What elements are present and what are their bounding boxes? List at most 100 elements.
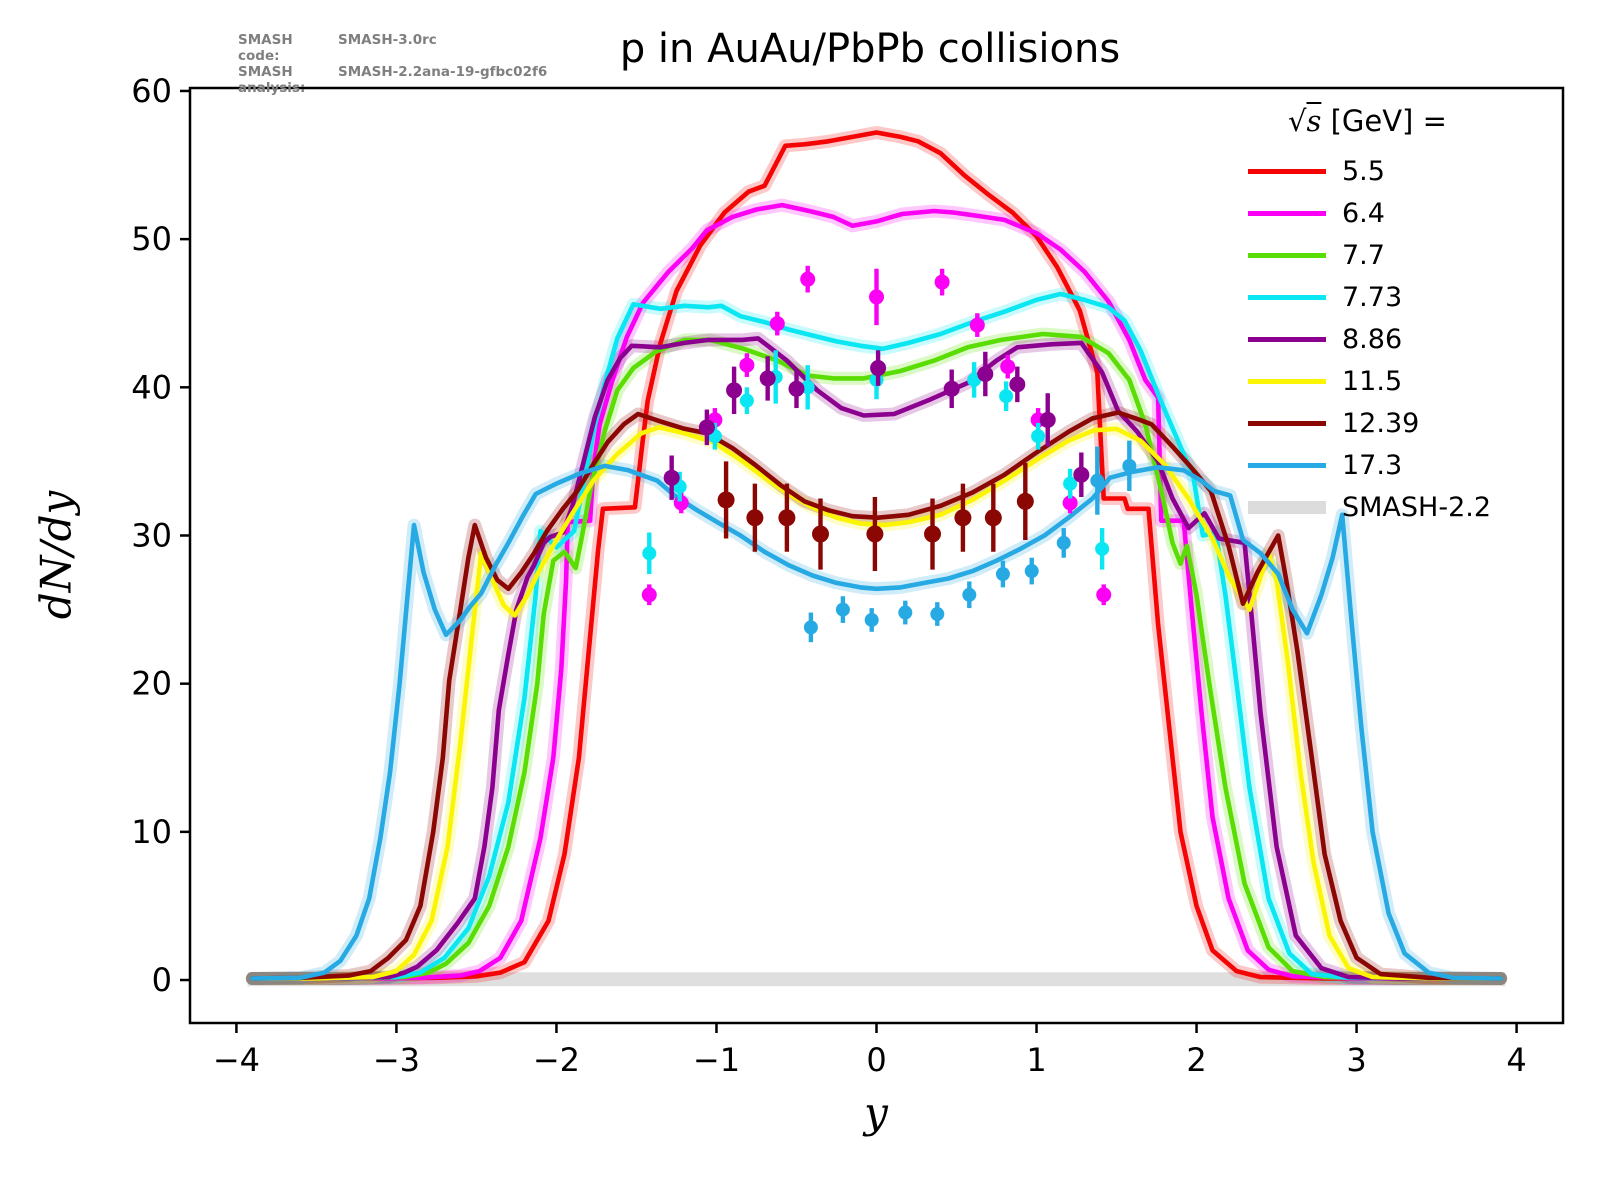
legend-swatch bbox=[1248, 210, 1326, 216]
legend-item: 8.86 bbox=[1248, 318, 1548, 360]
line-12.39 bbox=[250, 410, 1503, 981]
y-tick-label: 10 bbox=[131, 813, 172, 851]
data-point bbox=[803, 620, 818, 635]
legend: √s [GeV] = 5.5 6.4 7.7 7.73 8.86 11.5 12.39 17.… bbox=[1248, 104, 1548, 528]
legend-item-label: 6.4 bbox=[1342, 197, 1385, 229]
x-axis-ticks: −4 −3 −2 −1 0 1 2 3 4 bbox=[213, 1023, 1527, 1079]
scatter-12.39 data bbox=[717, 461, 1034, 572]
x-tick-label: 2 bbox=[1186, 1041, 1206, 1079]
data-point bbox=[759, 370, 776, 387]
legend-swatch bbox=[1248, 462, 1326, 468]
y-tick-label: 30 bbox=[131, 516, 172, 554]
sqrt-icon: √ bbox=[1288, 104, 1307, 138]
legend-item: 5.5 bbox=[1248, 150, 1548, 192]
x-tick-label: −4 bbox=[213, 1041, 260, 1079]
legend-swatch bbox=[1248, 294, 1326, 300]
y-tick-label: 50 bbox=[131, 220, 172, 258]
legend-item: 6.4 bbox=[1248, 192, 1548, 234]
legend-swatch bbox=[1248, 168, 1326, 174]
data-point bbox=[642, 546, 657, 561]
sqrt-s-symbol: s bbox=[1306, 104, 1322, 138]
data-point bbox=[641, 587, 657, 603]
x-tick-label: 1 bbox=[1026, 1041, 1046, 1079]
data-point bbox=[746, 509, 764, 527]
legend-entries: 5.5 6.4 7.7 7.73 8.86 11.5 12.39 17.3 SMASH-2.2 bbox=[1248, 150, 1548, 528]
x-tick-label: −3 bbox=[373, 1041, 420, 1079]
x-tick-label: 3 bbox=[1346, 1041, 1366, 1079]
data-point bbox=[1009, 376, 1026, 393]
data-point bbox=[954, 509, 972, 527]
data-point bbox=[1090, 473, 1105, 488]
data-point bbox=[898, 605, 913, 620]
scatter-points bbox=[641, 265, 1137, 643]
data-point bbox=[663, 469, 680, 486]
line-11.5 bbox=[250, 424, 1503, 981]
line-6.4 bbox=[250, 202, 1503, 981]
data-point bbox=[1063, 476, 1078, 491]
data-point bbox=[835, 602, 850, 617]
line-17.3 bbox=[250, 463, 1503, 981]
data-point bbox=[811, 525, 829, 543]
legend-item-label: 7.7 bbox=[1342, 239, 1385, 271]
legend-title: √s [GeV] = bbox=[1248, 104, 1548, 138]
x-tick-label: −2 bbox=[533, 1041, 580, 1079]
legend-item-label: 8.86 bbox=[1342, 323, 1403, 355]
legend-item: 12.39 bbox=[1248, 402, 1548, 444]
legend-title-rest: [GeV] = bbox=[1321, 104, 1447, 138]
y-tick-label: 20 bbox=[131, 665, 172, 703]
data-point bbox=[969, 317, 985, 333]
data-point bbox=[1039, 411, 1056, 428]
series-lines bbox=[250, 130, 1503, 981]
data-point bbox=[1024, 564, 1039, 579]
data-point bbox=[698, 419, 715, 436]
y-tick-label: 40 bbox=[131, 368, 172, 406]
data-point bbox=[1056, 535, 1071, 550]
data-point bbox=[1016, 492, 1034, 510]
legend-item-label: 12.39 bbox=[1342, 407, 1420, 439]
smash-code-value: SMASH-3.0rc bbox=[338, 32, 437, 48]
data-point bbox=[788, 380, 805, 397]
legend-item-label: 7.73 bbox=[1342, 281, 1403, 313]
data-point bbox=[739, 357, 755, 373]
data-point bbox=[995, 567, 1010, 582]
data-point bbox=[864, 612, 879, 627]
data-point bbox=[778, 509, 796, 527]
data-point bbox=[977, 365, 994, 382]
x-tick-label: 4 bbox=[1506, 1041, 1526, 1079]
data-point bbox=[739, 393, 754, 408]
smash-annotation: SMASH code: SMASH-3.0rc SMASH analysis: … bbox=[238, 32, 547, 96]
legend-item: 17.3 bbox=[1248, 444, 1548, 486]
data-point bbox=[769, 316, 785, 332]
legend-item: SMASH-2.2 bbox=[1248, 486, 1548, 528]
scatter-17.3 data bbox=[803, 440, 1137, 643]
legend-swatch bbox=[1248, 378, 1326, 384]
legend-item-label: 5.5 bbox=[1342, 155, 1385, 187]
data-point bbox=[869, 289, 884, 305]
line-8.86 bbox=[250, 336, 1503, 981]
data-point bbox=[984, 509, 1002, 527]
y-tick-label: 0 bbox=[152, 961, 172, 999]
data-point bbox=[717, 491, 735, 509]
data-point bbox=[1000, 359, 1016, 375]
smash-analysis-value: SMASH-2.2ana-19-gfbc02f6 bbox=[338, 64, 548, 80]
data-point bbox=[726, 382, 743, 399]
data-point bbox=[1095, 541, 1110, 556]
legend-item: 7.7 bbox=[1248, 234, 1548, 276]
smash-analysis-label: SMASH analysis: bbox=[238, 64, 306, 96]
x-tick-label: −1 bbox=[693, 1041, 740, 1079]
data-point bbox=[1062, 495, 1078, 511]
data-point bbox=[800, 271, 816, 287]
legend-swatch bbox=[1248, 420, 1326, 426]
smash-code-label: SMASH code: bbox=[238, 32, 293, 64]
data-point bbox=[967, 372, 982, 387]
legend-swatch bbox=[1248, 336, 1326, 342]
data-point bbox=[1122, 458, 1137, 473]
data-point bbox=[1031, 429, 1046, 444]
legend-item: 7.73 bbox=[1248, 276, 1548, 318]
line-5.5 bbox=[250, 130, 1503, 981]
data-point bbox=[1073, 466, 1090, 483]
data-point bbox=[924, 525, 942, 543]
data-point bbox=[962, 587, 977, 602]
